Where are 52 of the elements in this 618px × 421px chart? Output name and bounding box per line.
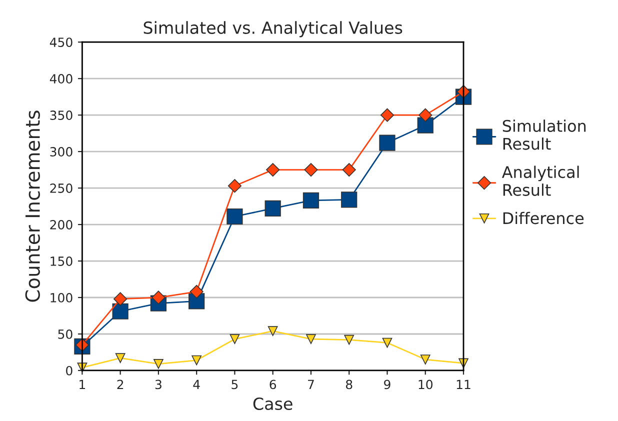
point xyxy=(304,163,318,177)
x-tick-label: 3 xyxy=(155,380,162,390)
point xyxy=(344,334,354,345)
y-tick-label: 300 xyxy=(50,147,72,156)
point xyxy=(152,290,166,304)
x-tick-label: 7 xyxy=(308,380,314,390)
y-tick-label: 200 xyxy=(50,220,72,230)
point xyxy=(268,326,278,336)
point xyxy=(112,303,128,320)
point xyxy=(192,355,202,366)
x-tick-label: 4 xyxy=(193,380,200,390)
point xyxy=(264,200,281,217)
point xyxy=(115,353,126,364)
x-tick-label: 11 xyxy=(456,380,470,390)
point xyxy=(114,292,128,306)
y-axis-title: Counter Increments xyxy=(25,110,40,302)
x-tick-label: 9 xyxy=(384,380,390,390)
point xyxy=(230,334,240,344)
x-tick-label: 6 xyxy=(270,380,276,390)
y-tick-label: 450 xyxy=(50,38,72,48)
point xyxy=(418,108,432,122)
point xyxy=(380,108,394,122)
y-tick-label: 0 xyxy=(66,366,72,376)
x-tick-label: 2 xyxy=(117,380,124,390)
y-tick-label: 350 xyxy=(50,110,72,120)
point xyxy=(420,354,430,364)
point xyxy=(154,358,164,369)
point xyxy=(379,134,396,151)
legend-label: Analytical Result xyxy=(502,166,579,196)
y-tick-label: 400 xyxy=(50,74,72,84)
point xyxy=(228,179,242,193)
chart-title: Simulated vs. Analytical Values xyxy=(144,21,402,38)
point xyxy=(306,334,316,344)
point xyxy=(266,163,280,177)
legend-label: Simulation Result xyxy=(502,120,586,150)
x-tick-label: 5 xyxy=(232,380,238,390)
point xyxy=(190,284,204,298)
point xyxy=(341,192,358,208)
point xyxy=(342,163,356,177)
y-tick-label: 100 xyxy=(50,292,72,302)
point xyxy=(417,117,434,134)
y-tick-label: 250 xyxy=(50,184,72,193)
point xyxy=(226,208,243,225)
point xyxy=(302,192,320,209)
legend-label: Difference xyxy=(503,212,584,224)
x-axis-title: Case xyxy=(253,397,292,410)
y-tick-label: 150 xyxy=(50,256,72,266)
x-tick-label: 8 xyxy=(346,380,352,390)
y-tick-label: 50 xyxy=(58,329,72,339)
x-tick-label: 10 xyxy=(418,380,432,390)
x-tick-label: 1 xyxy=(80,380,86,390)
point xyxy=(382,338,392,348)
